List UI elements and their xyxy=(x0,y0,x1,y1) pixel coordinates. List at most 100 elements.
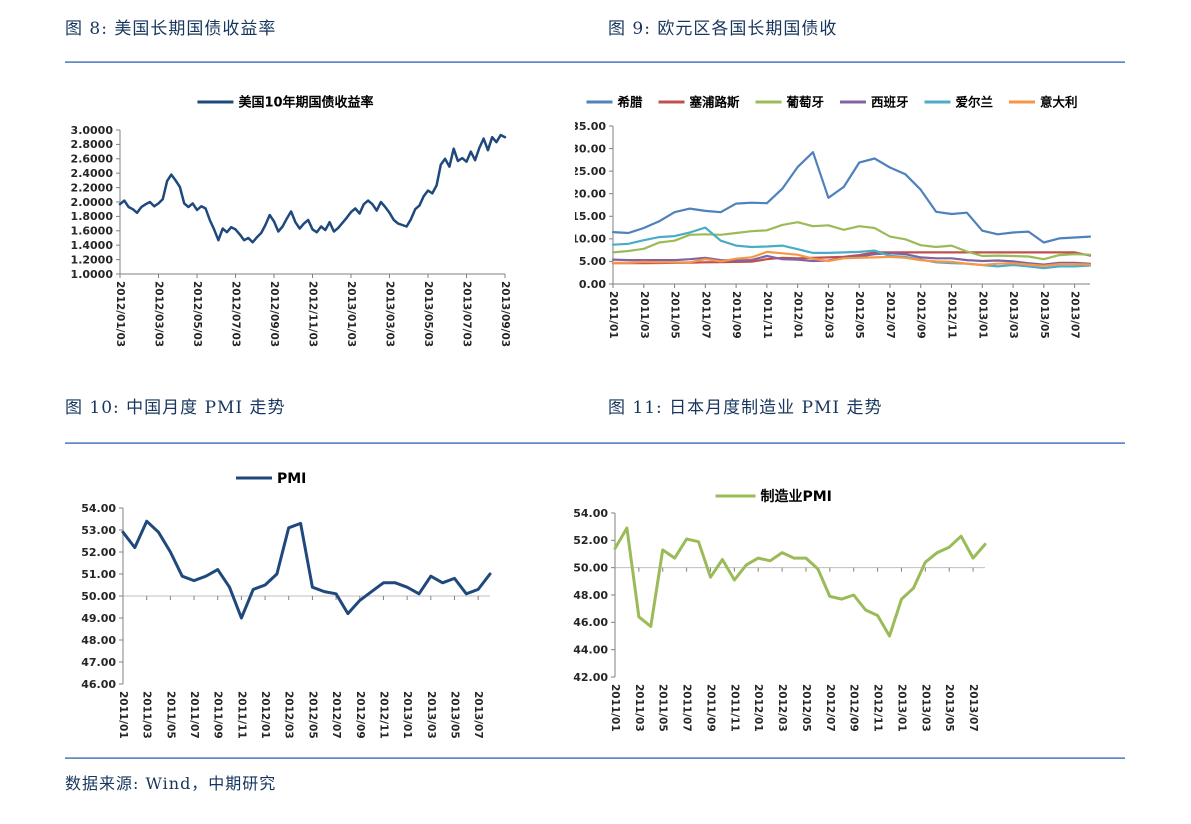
y-tick-label: 2.4000 xyxy=(71,167,114,180)
china-pmi-chart: PMI 54.00 53.00 52.00 51.00 50.00 49.00 48.00 47… xyxy=(55,462,500,758)
x-tick-label: 2013/07 xyxy=(967,684,979,732)
y-tick-label: 46.00 xyxy=(81,678,116,691)
y-tick-label: 46.00 xyxy=(573,616,608,629)
x-tick-label: 2012/03 xyxy=(822,291,834,339)
x-tick-label: 2011/05 xyxy=(164,691,176,739)
x-tick-label: 2012/07 xyxy=(824,684,836,732)
y-tick-label: 3.0000 xyxy=(71,124,114,137)
x-tick-label: 2011/09 xyxy=(730,291,742,339)
x-tick-label: 2013/07 xyxy=(1069,291,1081,339)
fig10-plot: PMI 54.00 53.00 52.00 51.00 50.00 49.00 48.00 47… xyxy=(81,471,492,739)
fig9-plot: 希腊 塞浦路斯 葡萄牙 西班牙 爱尔兰 意大利 35.00 30.00 25.00 20.00 15… xyxy=(571,95,1092,339)
y-tick-label: 52.00 xyxy=(81,546,116,559)
y-tick-label: 2.8000 xyxy=(71,138,114,151)
x-tick-label: 2011/09 xyxy=(704,684,716,732)
y-tick-label: 1.8000 xyxy=(71,210,114,223)
y-tick-label: 54.00 xyxy=(573,507,608,520)
x-tick-label: 2012/05 xyxy=(800,684,812,732)
series-意大利 xyxy=(611,250,1092,267)
y-tick-label: 25.00 xyxy=(575,165,606,178)
legend-label: 葡萄牙 xyxy=(786,95,825,110)
x-tick-label: 2012/01 xyxy=(752,684,764,732)
x-tick-label: 2012/11 xyxy=(946,291,958,339)
x-tick-label: 2013/05 xyxy=(448,691,460,739)
x-tick-label: 2013/09/03 xyxy=(499,281,511,347)
y-tick-label: 50.00 xyxy=(573,561,608,574)
figure9-caption: 图 9: 欧元区各国长期国债收 xyxy=(608,19,838,39)
series-爱尔兰 xyxy=(611,226,1092,270)
y-tick-label: 48.00 xyxy=(81,634,116,647)
y-tick-label: 15.00 xyxy=(575,210,606,223)
y-tick-label: 10.00 xyxy=(575,233,606,246)
figure11-caption: 图 11: 日本月度制造业 PMI 走势 xyxy=(608,398,883,418)
x-tick-label: 2012/07 xyxy=(884,291,896,339)
divider-line-middle xyxy=(65,442,1125,444)
x-tick-label: 2012/07/03 xyxy=(230,281,242,347)
series-PMI xyxy=(121,519,492,620)
x-tick-label: 2011/11 xyxy=(728,684,740,732)
x-tick-label: 2013/03/03 xyxy=(384,281,396,347)
y-tick-label: 54.00 xyxy=(81,502,116,515)
x-tick-label: 2013/03 xyxy=(425,691,437,739)
legend-label: 希腊 xyxy=(617,95,644,110)
us-10y-treasury-yield-chart: 美国10年期国债收益率 3.0000 2.8000 2.6000 2.4000 2.200… xyxy=(70,88,515,370)
fig11-plot: 制造业PMI 54.00 52.00 50.00 48.00 46.00 44.00 42.0… xyxy=(573,488,987,732)
x-tick-label: 2012/11 xyxy=(377,691,389,739)
x-tick-label: 2012/07 xyxy=(330,691,342,739)
series-制造业PMI xyxy=(613,526,987,638)
y-tick-label: 51.00 xyxy=(81,568,116,581)
x-tick-label: 2012/05 xyxy=(306,691,318,739)
divider-line-top xyxy=(65,61,1125,63)
x-tick-label: 2011/03 xyxy=(141,691,153,739)
y-tick-label: 53.00 xyxy=(81,524,116,537)
y-tick-label: 1.0000 xyxy=(71,268,114,281)
x-tick-label: 2011/05 xyxy=(669,291,681,339)
x-tick-label: 2011/11 xyxy=(761,291,773,339)
x-tick-label: 2011/01 xyxy=(117,691,129,739)
legend-label: 美国10年期国债收益率 xyxy=(238,95,373,111)
japan-pmi-chart: 制造业PMI 54.00 52.00 50.00 48.00 46.00 44.00 42.0… xyxy=(560,470,1000,762)
x-tick-label: 2012/11/03 xyxy=(307,281,319,347)
x-tick-label: 2011/01 xyxy=(607,291,619,339)
x-tick-label: 2012/01 xyxy=(792,291,804,339)
legend-label: 西班牙 xyxy=(871,95,909,110)
x-tick-label: 2011/09 xyxy=(212,691,224,739)
series-希腊 xyxy=(611,151,1092,244)
x-tick-label: 2012/03 xyxy=(776,684,788,732)
y-tick-label: 2.0000 xyxy=(71,196,114,209)
y-tick-label: 1.4000 xyxy=(71,239,114,252)
y-tick-label: 50.00 xyxy=(81,590,116,603)
x-tick-label: 2013/05 xyxy=(1038,291,1050,339)
y-tick-label: 20.00 xyxy=(575,188,606,201)
y-tick-label: 5.00 xyxy=(579,255,606,268)
legend-label: 塞浦路斯 xyxy=(690,95,741,110)
x-tick-label: 2011/11 xyxy=(235,691,247,739)
x-tick-label: 2012/05 xyxy=(853,291,865,339)
x-tick-label: 2012/05/03 xyxy=(191,281,203,347)
x-tick-label: 2011/07 xyxy=(699,291,711,339)
figure8-caption: 图 8: 美国长期国债收益率 xyxy=(65,19,277,39)
y-tick-label: 30.00 xyxy=(575,142,606,155)
x-tick-label: 2013/07 xyxy=(472,691,484,739)
y-tick-label: 42.00 xyxy=(573,671,608,684)
legend-label: PMI xyxy=(277,471,306,487)
x-tick-label: 2012/01 xyxy=(259,691,271,739)
legend-label: 爱尔兰 xyxy=(956,95,994,110)
y-tick-label: 49.00 xyxy=(81,612,116,625)
x-tick-label: 2013/01 xyxy=(401,691,413,739)
x-tick-label: 2012/11 xyxy=(872,684,884,732)
x-tick-label: 2011/03 xyxy=(638,291,650,339)
y-tick-label: 52.00 xyxy=(573,534,608,547)
x-tick-label: 2012/09 xyxy=(354,691,366,739)
y-tick-label: 44.00 xyxy=(573,643,608,656)
y-tick-label: 1.2000 xyxy=(71,253,114,266)
x-tick-label: 2013/07/03 xyxy=(461,281,473,347)
y-tick-label: 48.00 xyxy=(573,589,608,602)
x-tick-label: 2013/03 xyxy=(1007,291,1019,339)
x-tick-label: 2011/05 xyxy=(657,684,669,732)
divider-line-bottom xyxy=(65,757,1125,759)
x-tick-label: 2013/05 xyxy=(943,684,955,732)
x-tick-label: 2012/09/03 xyxy=(268,281,280,347)
